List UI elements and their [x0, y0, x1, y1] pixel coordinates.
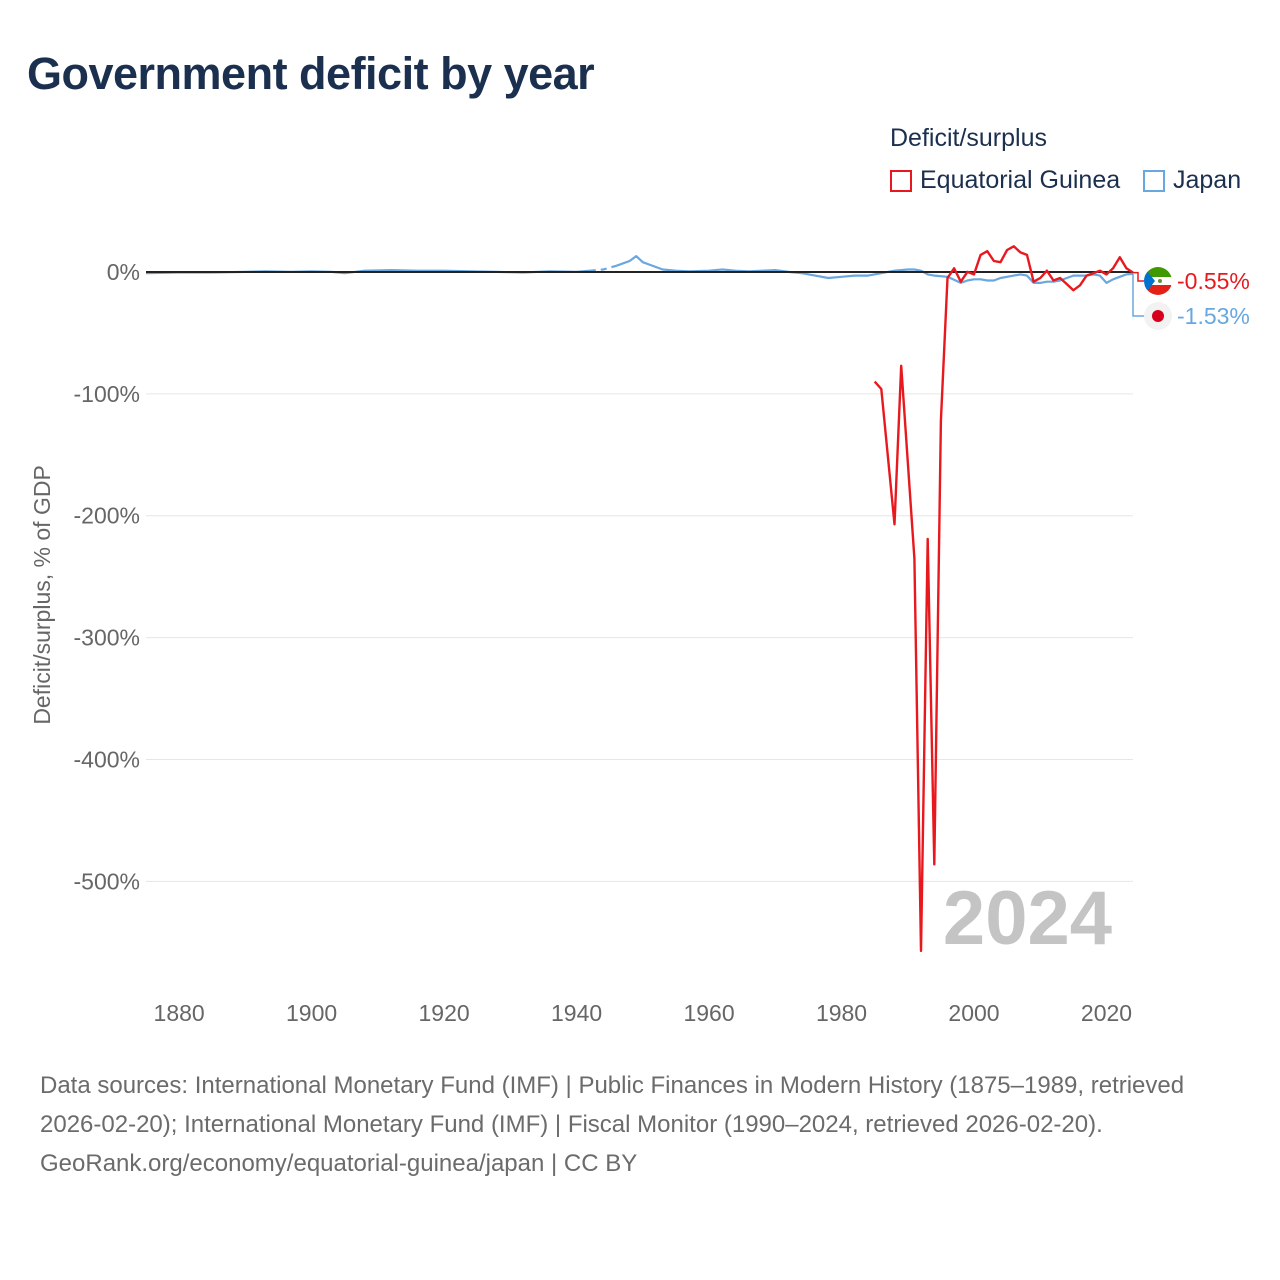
- legend-item-equatorial-guinea[interactable]: Equatorial Guinea: [890, 166, 1120, 195]
- credit-link[interactable]: GeoRank.org/economy/equatorial-guinea/ja…: [40, 1150, 638, 1177]
- x-tick-label: 2020: [1081, 1000, 1132, 1026]
- flag-stripe-red: [1144, 285, 1172, 295]
- x-tick-label: 1980: [816, 1000, 867, 1026]
- legend-swatch-equatorial-guinea: [890, 169, 912, 192]
- x-tick-label: 1920: [419, 1000, 470, 1026]
- legend-label-equatorial-guinea: Equatorial Guinea: [920, 166, 1121, 194]
- equatorial-guinea-flag: [1144, 267, 1172, 295]
- japan-flag-disc: [1152, 310, 1164, 322]
- x-tick-label: 1940: [551, 1000, 602, 1026]
- connector-japan: [1132, 273, 1144, 317]
- y-tick-label: 0%: [107, 259, 140, 285]
- series-line-japan-dashed: [589, 264, 617, 272]
- chart-title: Government deficit by year: [27, 48, 595, 99]
- flag-triangle: [1144, 267, 1155, 295]
- flag-emblem: [1158, 279, 1162, 283]
- y-axis-label: Deficit/surplus, % of GDP: [29, 465, 55, 724]
- chart-area: 0% -100% -200% -300% -400% -500% 1880 1900 1920 1…: [29, 245, 1250, 1026]
- legend-item-japan[interactable]: Japan: [1143, 166, 1241, 195]
- end-label-japan: -1.53%: [1177, 303, 1250, 329]
- y-tick-label: -200%: [74, 503, 140, 529]
- end-label-equatorial-guinea: -0.55%: [1177, 268, 1250, 294]
- x-tick-label: 1900: [286, 1000, 337, 1026]
- footer: Data sources: International Monetary Fun…: [40, 1066, 1240, 1183]
- y-tick-label: -300%: [74, 625, 140, 651]
- x-tick-label: 2000: [948, 1000, 999, 1026]
- x-tick-label: 1960: [683, 1000, 734, 1026]
- legend-title: Deficit/surplus: [890, 124, 1047, 152]
- data-sources: Data sources: International Monetary Fun…: [40, 1072, 1185, 1138]
- y-tick-label: -500%: [74, 868, 140, 894]
- flag-stripe-green: [1144, 267, 1172, 277]
- series-line-equatorial-guinea: [873, 245, 1134, 953]
- y-tick-label: -100%: [74, 381, 140, 407]
- series-line-japan: [615, 255, 1134, 284]
- connector-equatorial-guinea: [1133, 271, 1144, 282]
- y-tick-label: -400%: [74, 747, 140, 773]
- x-tick-label: 1880: [154, 1000, 205, 1026]
- legend-label-japan: Japan: [1173, 166, 1242, 194]
- year-watermark: 2024: [943, 876, 1112, 961]
- legend-swatch-japan: [1143, 169, 1165, 192]
